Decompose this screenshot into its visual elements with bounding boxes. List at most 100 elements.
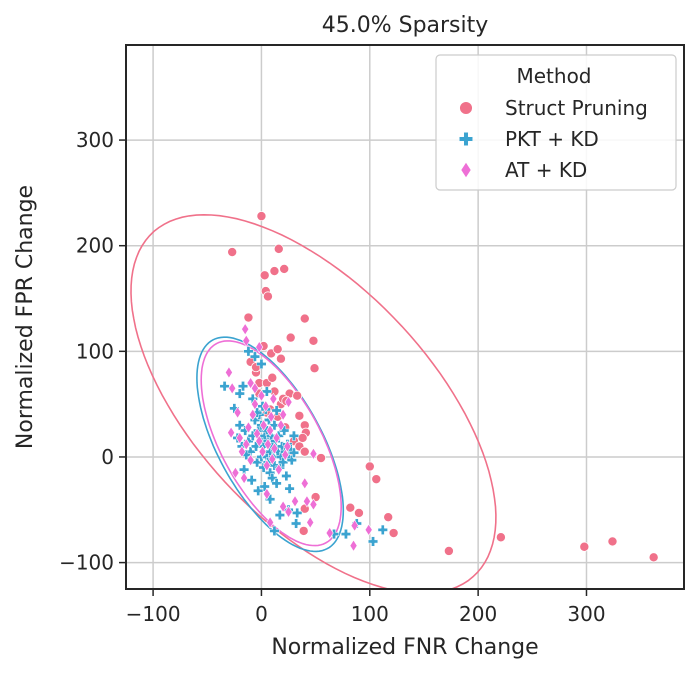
legend-marker — [459, 132, 473, 146]
data-point — [353, 507, 364, 518]
data-point — [261, 386, 272, 397]
data-point — [371, 474, 382, 485]
data-point — [256, 211, 267, 222]
data-point — [258, 445, 267, 458]
data-point — [291, 518, 302, 529]
data-point — [648, 552, 659, 563]
data-point — [237, 381, 249, 392]
data-point — [268, 452, 277, 466]
legend-label: PKT + KD — [505, 127, 599, 151]
data-point — [308, 335, 319, 346]
data-point — [243, 312, 254, 323]
data-point — [364, 461, 375, 472]
data-point — [309, 363, 320, 374]
data-point — [275, 353, 286, 364]
y-axis-ticks: −100 0 100 200 300 — [59, 128, 126, 575]
data-point — [298, 525, 309, 536]
legend-marker — [460, 161, 472, 179]
data-point — [300, 477, 309, 490]
series-at-kd — [224, 322, 373, 552]
data-point — [243, 436, 254, 447]
data-point — [233, 406, 242, 419]
data-point — [495, 532, 506, 543]
data-point — [227, 426, 236, 439]
data-point — [263, 438, 272, 451]
chart-title: 45.0% Sparsity — [322, 13, 489, 38]
data-point — [250, 441, 262, 452]
data-point — [309, 498, 318, 511]
x-tick-label: 100 — [351, 602, 389, 626]
data-point — [246, 376, 255, 390]
legend-label: AT + KD — [505, 158, 587, 182]
x-tick-label: −100 — [126, 602, 181, 626]
data-point — [242, 438, 251, 451]
data-point — [259, 419, 268, 432]
data-point — [266, 424, 275, 437]
plot-frame — [125, 44, 685, 590]
data-point — [292, 507, 303, 518]
data-point — [250, 382, 259, 395]
data-point — [261, 400, 270, 413]
data-point — [271, 405, 282, 416]
x-tick-label: 300 — [567, 602, 605, 626]
data-point — [350, 519, 359, 532]
data-point — [240, 471, 249, 485]
data-point — [288, 447, 299, 458]
data-point — [246, 475, 257, 486]
data-point — [302, 495, 311, 508]
data-point — [255, 434, 264, 448]
data-point — [269, 420, 280, 431]
confidence-ellipses — [130, 213, 497, 589]
data-point — [364, 523, 373, 537]
data-point — [274, 463, 283, 476]
data-point — [267, 410, 276, 423]
data-point — [345, 502, 356, 513]
x-axis-ticks: −100 0 100 200 300 — [126, 589, 606, 626]
data-point — [241, 322, 250, 336]
data-point — [285, 332, 296, 343]
data-point — [306, 516, 315, 529]
x-tick-label: 200 — [459, 602, 497, 626]
data-point — [284, 483, 295, 494]
x-tick-label: 0 — [255, 602, 268, 626]
data-point — [297, 432, 308, 443]
legend-marker — [459, 101, 473, 115]
data-point — [340, 529, 351, 540]
data-points — [219, 211, 659, 563]
data-point — [262, 291, 273, 302]
data-point — [227, 247, 238, 258]
data-point — [367, 536, 379, 547]
data-point — [272, 431, 281, 445]
data-point — [276, 419, 285, 432]
legend-box — [435, 54, 677, 191]
data-point — [281, 448, 290, 462]
data-point — [288, 430, 299, 441]
data-point — [294, 410, 305, 421]
data-point — [269, 266, 280, 277]
data-point — [262, 459, 271, 472]
data-point — [278, 457, 289, 468]
data-point — [292, 390, 303, 401]
data-point — [270, 442, 279, 455]
y-axis-label: Normalized FPR Change — [13, 185, 38, 449]
y-tick-label: 300 — [76, 128, 114, 152]
data-point — [255, 340, 264, 354]
data-point — [269, 392, 278, 406]
data-point — [259, 270, 270, 281]
data-point — [253, 485, 264, 496]
data-point — [316, 453, 327, 464]
data-point — [274, 510, 285, 521]
data-point — [250, 397, 259, 411]
data-point — [257, 389, 266, 402]
confidence-ellipse — [196, 336, 345, 553]
data-point — [279, 263, 290, 274]
data-point — [242, 334, 251, 347]
data-point — [244, 421, 253, 434]
data-point — [443, 545, 454, 556]
data-point — [262, 487, 271, 501]
data-point — [269, 525, 280, 536]
data-point — [234, 388, 245, 399]
data-point — [388, 528, 399, 539]
data-point — [299, 313, 310, 324]
